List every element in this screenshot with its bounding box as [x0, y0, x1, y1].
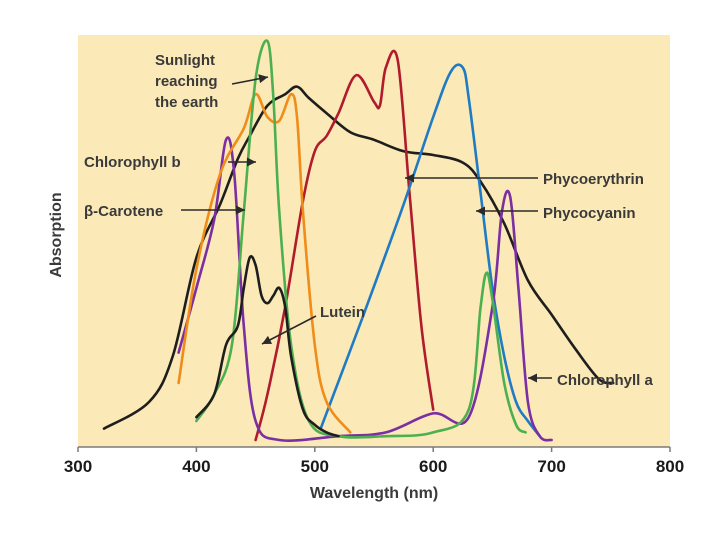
series-label-sunlight-reaching-the-earth-line-2: reaching: [155, 73, 218, 90]
series-line-lutein: [195, 254, 340, 438]
x-tick-label-400: 400: [182, 457, 210, 476]
series-line-carotene: [177, 92, 352, 434]
phycocyanin-arrowhead: [476, 206, 485, 216]
x-tick-label-800: 800: [656, 457, 684, 476]
chlorophyll-b-arrowhead: [247, 157, 256, 167]
series-label-sunlight-reaching-the-earth-line-1: Sunlight: [155, 52, 215, 69]
series-line-sunlight-reaching-the-earth: [102, 85, 615, 430]
phycoerythrin-arrowhead: [405, 173, 414, 183]
series-label-phycocyanin: Phycocyanin: [543, 205, 636, 222]
y-axis-title: Absorption: [48, 192, 65, 277]
series-line-chlorophyll-a: [177, 136, 553, 442]
x-tick-label-300: 300: [64, 457, 92, 476]
x-tick-label-600: 600: [419, 457, 447, 476]
x-axis-ticks: 300 400 500 600 700 800: [64, 447, 684, 476]
series-label-chlorophyll-a: Chlorophyll a: [557, 372, 653, 389]
spectrum-curves: [102, 39, 615, 442]
series-label-lutein: Lutein: [320, 304, 365, 321]
annotation-arrows: [181, 74, 552, 383]
carotene-arrowhead: [236, 205, 245, 215]
series-labels: Sunlight reaching the earth Chlorophyll b β-…: [84, 52, 653, 389]
chlorophyll-a-arrowhead: [528, 373, 537, 383]
series-label-carotene: β-Carotene: [84, 203, 163, 220]
sunlight-reaching-the-earth-arrowhead: [258, 74, 268, 84]
lutein-arrow-line: [261, 315, 317, 345]
series-line-phycocyanin: [319, 63, 542, 438]
series-line-phycoerythrin: [254, 49, 435, 442]
x-axis-title: Wavelength (nm): [310, 485, 438, 502]
x-tick-label-500: 500: [301, 457, 329, 476]
series-label-phycoerythrin: Phycoerythrin: [543, 171, 644, 188]
series-label-chlorophyll-b: Chlorophyll b: [84, 154, 181, 171]
lutein-arrowhead: [262, 335, 273, 344]
x-tick-label-700: 700: [537, 457, 565, 476]
series-label-sunlight-reaching-the-earth-line-3: the earth: [155, 94, 218, 111]
